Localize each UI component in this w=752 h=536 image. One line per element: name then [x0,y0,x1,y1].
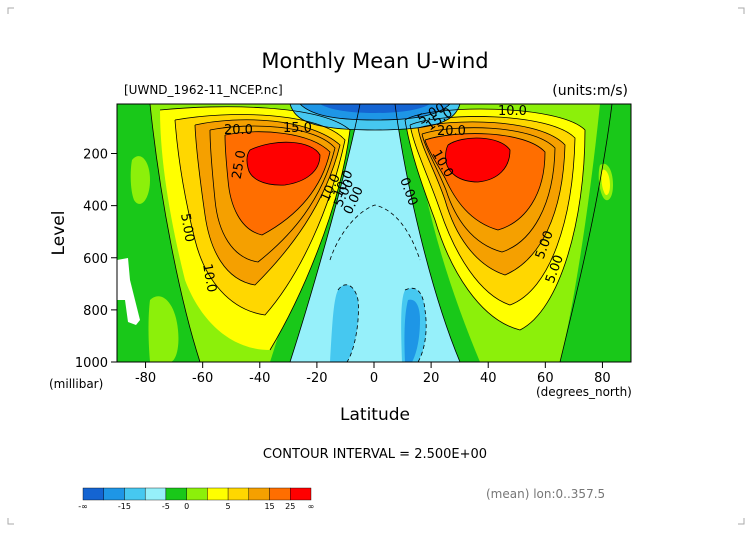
colorbar-swatch [207,487,229,501]
y-tick-label: 800 [83,304,108,319]
polar-yellow-north [601,169,610,196]
contour-label: 10.0 [498,104,527,119]
colorbar-label: ∞ [308,502,315,511]
colorbar-swatch [144,487,167,501]
crop-marks [7,7,745,525]
polar-blank [117,258,140,325]
colorbar-label: 0 [184,502,189,511]
contour-label: 10.0 [199,263,219,294]
colorbar-label: -∞ [78,502,88,511]
y-tick-label: 200 [83,148,108,163]
colorbar-swatch [82,487,104,501]
y-axis: 200 400 600 800 1000 [75,148,117,371]
x-tick-label: -20 [306,371,327,386]
contour-label: 20.0 [437,124,466,139]
x-tick-label: -80 [135,371,156,386]
colorbar-label: 5 [226,502,231,511]
jet-core-south [246,142,320,186]
colorbar-swatch [290,487,312,501]
colorbar-label: 15 [264,502,274,511]
x-tick-label: 80 [594,371,611,386]
contour-label: 20.0 [224,123,253,138]
colorbar-label: -5 [162,502,170,511]
contour-label: 15.0 [283,121,312,136]
units-label: (units:m/s) [552,83,628,99]
contour-label: 5.00 [177,212,197,243]
jet-core-north [445,138,510,182]
x-tick-label: 40 [480,371,497,386]
colorbar-swatch [124,487,146,501]
colorbar-swatch [186,487,208,501]
x-tick-label: 0 [370,371,378,386]
x-tick-label: 20 [423,371,440,386]
contour-lines [149,104,613,362]
colorbar-label: -15 [118,502,131,511]
easterly-top-dark [320,104,430,113]
y-tick-label: 1000 [75,356,108,371]
easterly-low-3 [404,299,420,362]
x-tick-label: 60 [537,371,554,386]
colorbar-swatch [227,487,250,501]
y-axis-unit: (millibar) [49,377,103,391]
contour-fill [117,104,631,362]
x-axis-unit: (degrees_north) [536,385,632,399]
x-tick-label: -60 [192,371,213,386]
chart-title: Monthly Mean U-wind [261,49,488,73]
x-axis: -80 -60 -40 -20 0 20 40 60 80 [135,362,611,386]
polar-lime-south [148,296,179,362]
colorbar-swatch [103,487,125,501]
polar-lime-left [130,156,150,204]
easterly-low-1 [330,284,359,362]
x-tick-label: -40 [249,371,270,386]
colorbar-label: 25 [285,502,295,511]
y-tick-label: 400 [83,200,108,215]
y-axis-label: Level [49,211,69,256]
colorbar-swatch [248,487,270,501]
dataset-subtitle: [UWND_1962-11_NCEP.nc] [124,83,283,97]
colorbar-swatch [165,487,187,501]
y-tick-label: 600 [83,252,108,267]
colorbar-swatch [269,487,291,501]
colorbar: -∞ -15 -5 0 5 15 25 ∞ [78,487,315,511]
mean-note: (mean) lon:0..357.5 [486,487,605,501]
contour-label: 25.0 [230,149,250,180]
x-axis-label: Latitude [340,405,410,425]
contour-interval: CONTOUR INTERVAL = 2.500E+00 [263,447,487,462]
